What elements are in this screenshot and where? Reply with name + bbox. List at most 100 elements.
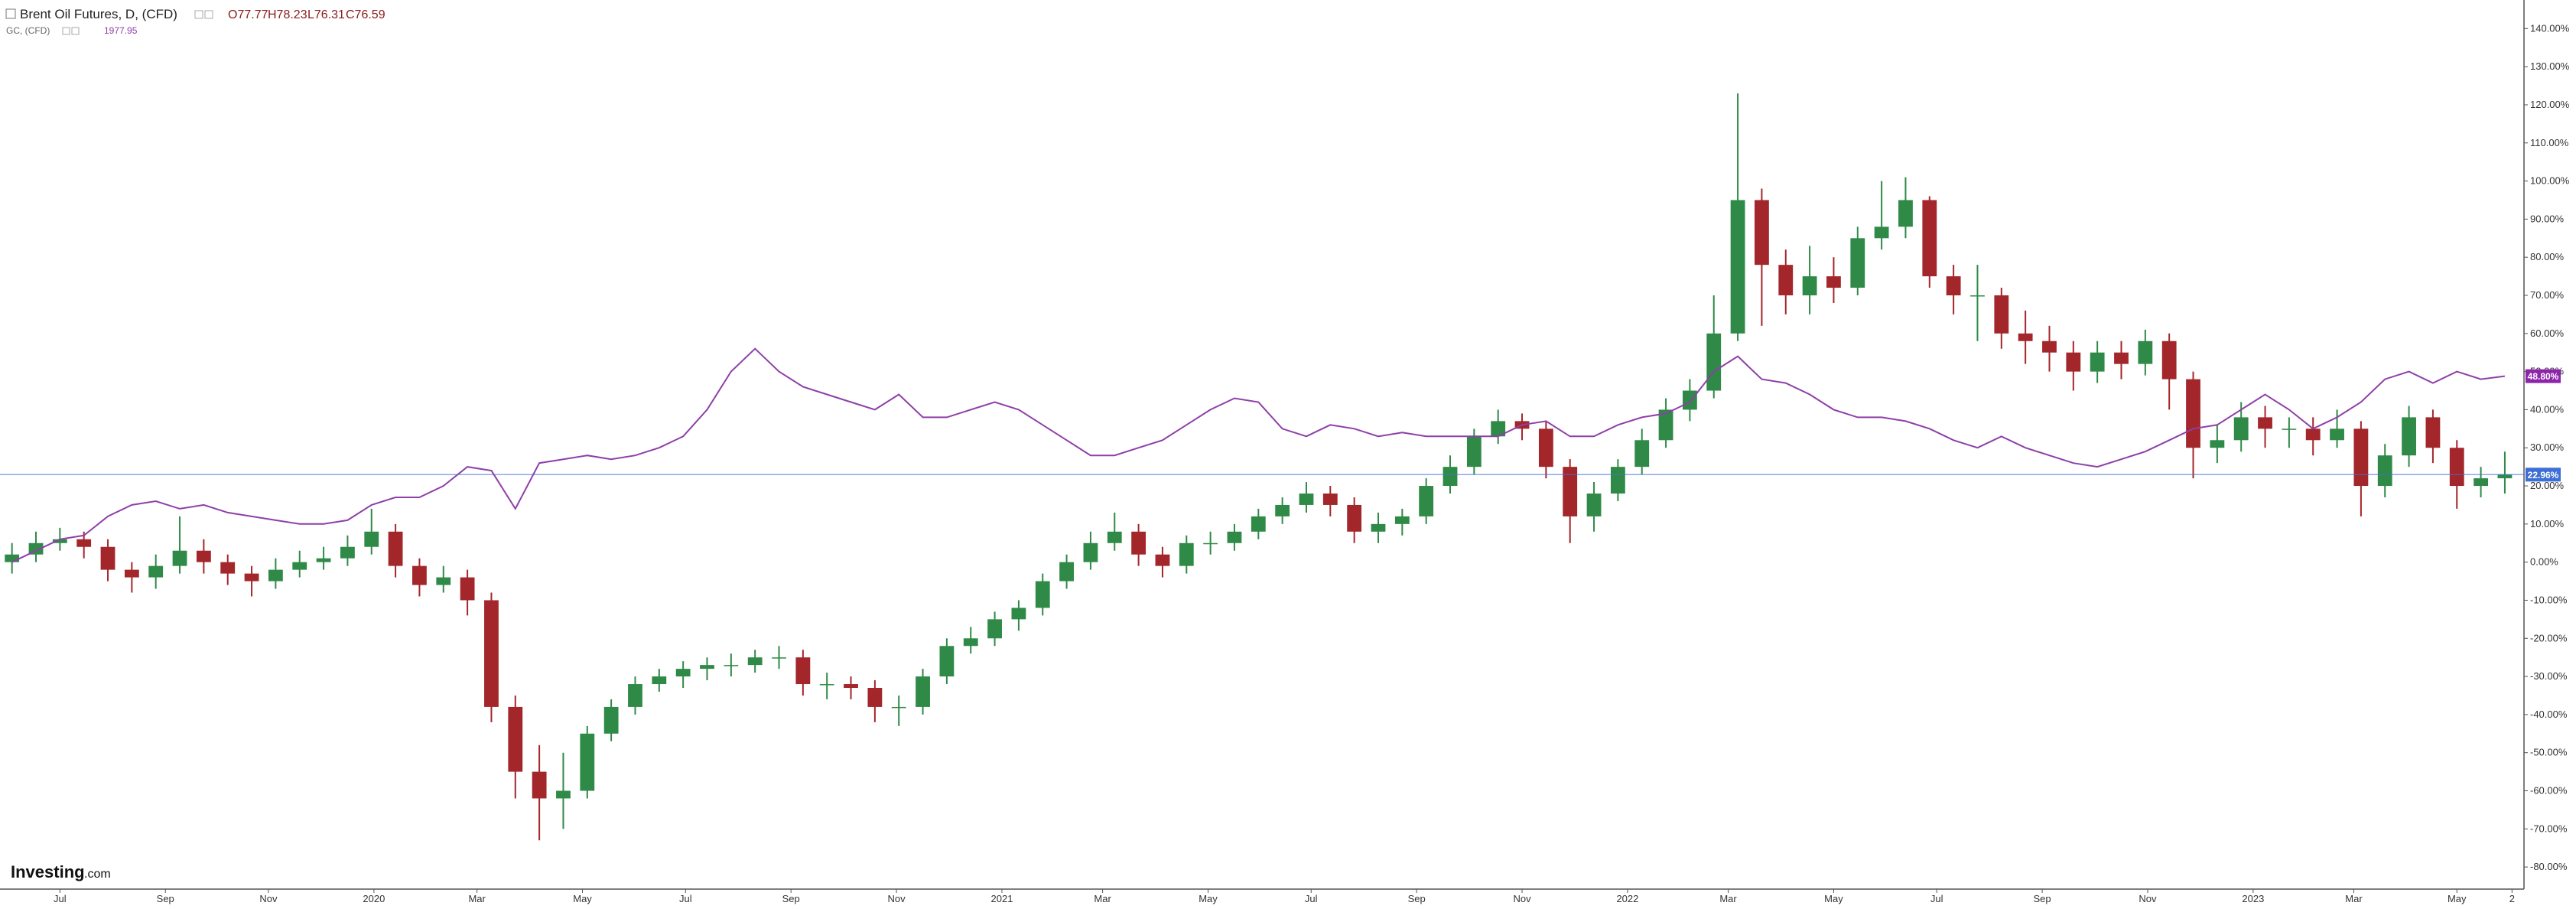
candle-body xyxy=(364,531,379,547)
candle-body xyxy=(2138,340,2153,364)
x-tick-label: Nov xyxy=(2139,893,2157,904)
x-tick-label: 2022 xyxy=(1616,893,1638,904)
y-tick-label: 140.00% xyxy=(2530,22,2570,34)
candle-body xyxy=(1442,467,1458,487)
candle-body xyxy=(1826,276,1841,288)
candle-body xyxy=(1586,494,1602,516)
settings-icon[interactable] xyxy=(62,27,70,35)
price-tag xyxy=(2526,369,2561,383)
candle-body xyxy=(844,684,858,689)
x-tick-label: Mar xyxy=(1094,893,1111,904)
candle-body xyxy=(2233,417,2249,441)
candle-body xyxy=(388,531,403,566)
ohlc-low: L76.31 xyxy=(307,8,345,21)
gold-last: 1977.95 xyxy=(104,25,138,36)
candle-body xyxy=(1155,554,1170,566)
close-icon[interactable] xyxy=(71,27,80,35)
series-title: Brent Oil Futures, D, (CFD) xyxy=(20,7,177,21)
candle-body xyxy=(340,546,355,559)
candle-body xyxy=(100,546,115,570)
y-tick-label: -10.00% xyxy=(2530,594,2568,605)
price-tag xyxy=(2526,468,2561,482)
x-tick-label: Sep xyxy=(157,893,174,904)
candle-body xyxy=(2042,340,2057,353)
candle-body xyxy=(1035,581,1050,608)
candle-body xyxy=(196,550,211,562)
candle-body xyxy=(1538,428,1553,468)
x-tick-label: May xyxy=(1199,893,1218,904)
y-tick-label: 0.00% xyxy=(2530,556,2558,568)
candle-body xyxy=(148,565,164,578)
candle-body xyxy=(580,733,595,791)
candle-body xyxy=(1227,531,1242,543)
candle-body xyxy=(675,669,691,677)
candle-body xyxy=(891,706,906,709)
candle-body xyxy=(628,684,642,707)
x-tick-label: Jul xyxy=(54,893,67,904)
settings-icon[interactable] xyxy=(194,10,203,19)
x-tick-label: 2 xyxy=(2509,893,2515,904)
candle-body xyxy=(1299,494,1314,505)
candle-body xyxy=(436,577,451,585)
candle-body xyxy=(1203,542,1218,545)
candle-body xyxy=(795,657,811,685)
x-tick-label: Jul xyxy=(679,893,692,904)
gold-title: GC, (CFD) xyxy=(6,25,50,36)
candle-body xyxy=(2377,455,2392,487)
x-tick-label: Jul xyxy=(1305,893,1318,904)
logo-suffix: .com xyxy=(84,868,111,881)
x-tick-label: May xyxy=(2448,893,2467,904)
x-tick-label: Mar xyxy=(2345,893,2363,904)
candle-body xyxy=(1347,504,1362,532)
x-tick-label: Nov xyxy=(888,893,906,904)
candle-body xyxy=(1730,200,1745,334)
collapse-icon[interactable] xyxy=(5,8,16,19)
candle-body xyxy=(172,550,187,566)
x-tick-label: Sep xyxy=(1408,893,1426,904)
y-tick-label: 40.00% xyxy=(2530,403,2565,415)
candle-body xyxy=(1563,467,1578,516)
candle-body xyxy=(2474,478,2488,487)
y-tick-label: 110.00% xyxy=(2530,137,2569,148)
candle-body xyxy=(916,676,930,707)
candle-body xyxy=(1131,531,1147,555)
candle-body xyxy=(1466,436,1482,468)
candle-body xyxy=(220,562,236,574)
candle-body xyxy=(2161,340,2177,380)
candle-body xyxy=(1850,238,1865,288)
candle-body xyxy=(2330,428,2344,441)
y-tick-label: -30.00% xyxy=(2530,670,2568,682)
candle-body xyxy=(1706,333,1722,391)
y-tick-label: -20.00% xyxy=(2530,632,2568,643)
candle-body xyxy=(1778,265,1794,296)
candle-body xyxy=(1011,608,1026,620)
candle-body xyxy=(772,657,786,659)
candle-body xyxy=(963,638,978,647)
y-tick-label: 20.00% xyxy=(2530,480,2565,491)
y-tick-label: 60.00% xyxy=(2530,327,2565,339)
x-tick-label: Nov xyxy=(1513,893,1531,904)
close-icon[interactable] xyxy=(204,10,213,19)
x-tick-label: 2021 xyxy=(991,893,1013,904)
candle-body xyxy=(1946,276,1961,296)
candle-body xyxy=(603,706,619,734)
candle-body xyxy=(1275,504,1290,516)
candle-body xyxy=(867,688,883,707)
y-tick-label: -70.00% xyxy=(2530,823,2568,834)
candle-body xyxy=(2090,352,2105,372)
candle-body xyxy=(1419,486,1434,516)
candle-body xyxy=(2210,440,2225,448)
candle-body xyxy=(1371,523,1386,532)
candle-body xyxy=(2449,448,2464,487)
candle-body xyxy=(1251,516,1266,532)
candle-body xyxy=(2353,428,2369,487)
candle-body xyxy=(2114,352,2129,364)
candle-body xyxy=(2186,379,2200,448)
candle-body xyxy=(1874,226,1889,239)
y-tick-label: 100.00% xyxy=(2530,175,2570,187)
x-tick-label: Nov xyxy=(259,893,278,904)
candle-body xyxy=(2258,417,2272,429)
candle-body xyxy=(268,569,283,582)
candle-body xyxy=(1394,516,1410,524)
